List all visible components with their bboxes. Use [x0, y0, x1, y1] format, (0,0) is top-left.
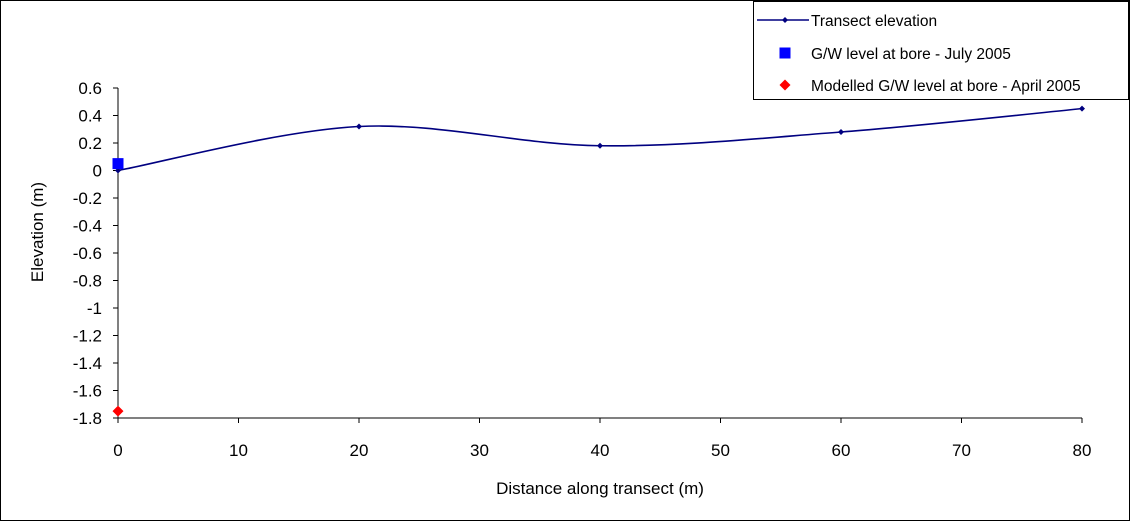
y-tick-label: -0.8: [73, 272, 102, 291]
legend-marker: [779, 47, 791, 59]
legend-box: [753, 1, 1129, 100]
x-tick-label: 20: [350, 441, 369, 460]
y-tick-label: 0.6: [78, 79, 102, 98]
legend-label: G/W level at bore - July 2005: [811, 46, 1011, 63]
y-tick-label: -1.4: [73, 354, 102, 373]
x-tick-label: 50: [711, 441, 730, 460]
y-tick-label: -0.4: [73, 217, 102, 236]
data-point: [112, 405, 124, 417]
legend-marker: [779, 79, 791, 91]
y-tick-label: 0.2: [78, 134, 102, 153]
data-point: [838, 129, 844, 135]
x-axis-title: Distance along transect (m): [496, 479, 704, 498]
data-point: [356, 123, 362, 130]
data-point: [1079, 105, 1085, 112]
y-tick-label: -1.8: [73, 409, 102, 428]
data-point: [112, 158, 124, 170]
axes: 0.6 0.4 0.2 0 -0.2 -0.4 -0.6 -0.8 -1 -1.2 -1.4 -1.6…: [73, 79, 1092, 460]
y-tick-label: 0: [93, 162, 102, 181]
series-g-w-level-at-bore-july-2005: [112, 158, 124, 170]
x-tick-label: 40: [591, 441, 610, 460]
legend-label: Modelled G/W level at bore - April 2005: [811, 78, 1081, 95]
series-layer: [112, 105, 1085, 417]
y-tick-label: -0.2: [73, 189, 102, 208]
y-tick-label: 0.4: [78, 107, 102, 126]
y-axis-title: Elevation (m): [28, 182, 47, 282]
x-tick-label: 10: [229, 441, 248, 460]
legend-label: Transect elevation: [811, 13, 937, 30]
x-tick-label: 60: [832, 441, 851, 460]
series-modelled-g-w-level-at-bore-april-2005: [112, 405, 124, 417]
x-tick-label: 70: [952, 441, 971, 460]
data-point: [597, 142, 603, 149]
y-tick-label: -0.6: [73, 244, 102, 263]
legend-marker: [782, 17, 788, 23]
y-tick-label: -1.2: [73, 327, 102, 346]
x-tick-label: 0: [113, 441, 122, 460]
x-tick-label: 30: [470, 441, 489, 460]
y-tick-label: -1: [87, 299, 102, 318]
legend: Transect elevation G/W level at bore - Ju…: [753, 1, 1129, 100]
x-tick-label: 80: [1073, 441, 1092, 460]
y-tick-label: -1.6: [73, 382, 102, 401]
